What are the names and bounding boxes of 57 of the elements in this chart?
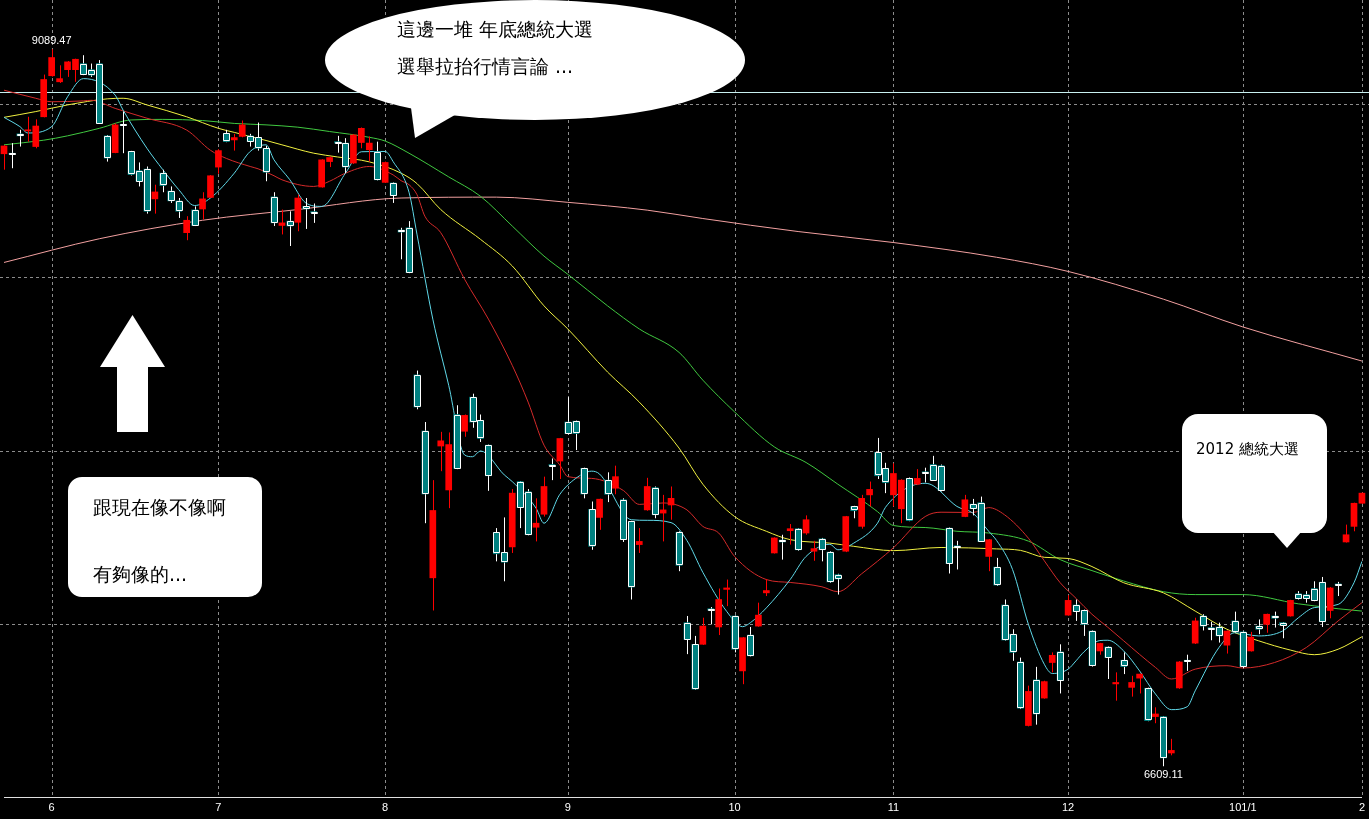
candlestick [302,197,310,230]
candlestick [596,498,603,531]
candlestick [985,538,993,572]
candlestick [723,579,730,607]
candlestick [635,527,643,554]
candlestick [1048,651,1056,673]
candlestick [810,540,818,562]
candlestick [532,497,540,542]
candlestick [119,111,127,154]
annotation: 9089.47 [31,33,72,46]
candlestick [1128,675,1135,698]
candlestick [794,527,802,552]
candlestick [1247,631,1255,653]
x-tick-label: 10 [728,801,741,814]
annotation: 6609.11 [1143,767,1183,780]
candlestick [802,514,810,536]
candlestick [612,465,619,495]
x-tick-label: 8 [382,801,389,814]
candlestick [159,169,167,193]
candlestick [786,523,794,546]
candlestick [1120,651,1128,675]
candlestick [1104,645,1112,680]
candlestick [818,537,826,562]
candlestick [747,626,754,657]
x-tick-label: 9 [564,801,571,814]
candlestick [1231,611,1239,634]
candlestick [1191,617,1199,645]
x-tick-label: 7 [215,801,222,814]
candlestick [866,481,873,507]
x-tick-label: 2 [1358,801,1365,814]
annotation: 有夠像的... [93,562,188,587]
candlestick [215,148,222,175]
candlestick [1223,629,1231,655]
candlestick [175,197,183,219]
x-tick-label: 101/1 [1229,801,1257,814]
candlestick [1350,502,1358,532]
annotation: 2012 總統大選 [1196,440,1299,458]
candlestick [1326,586,1334,619]
candlestick [365,135,373,163]
candlestick [755,602,762,628]
candlestick [699,617,707,646]
x-tick-label: 6 [48,801,55,814]
x-tick-label: 11 [887,801,900,814]
annotation: 這邊一堆 年底總統大選選舉拉抬行情言論 ... [397,17,595,79]
candlestick [183,215,190,241]
candlestick [389,181,397,204]
x-tick-label: 12 [1061,801,1075,814]
candlestick [199,191,206,220]
candlestick [1112,671,1120,702]
candlestick [48,48,55,78]
candlestick [778,534,786,561]
candlestick [103,134,111,163]
candlestick [8,142,16,169]
candlestick [310,203,318,224]
annotation: 跟現在像不像啊 [93,495,226,520]
candlestick [683,615,691,655]
candlestick [286,210,294,247]
